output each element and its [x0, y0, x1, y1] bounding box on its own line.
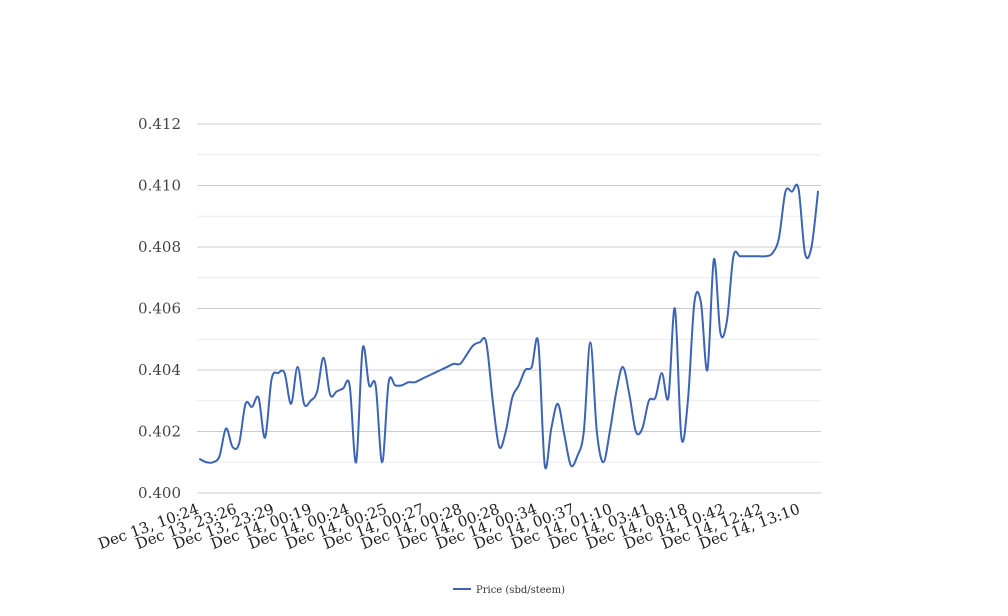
y-axis-tick-labels: 0.400 0.402 0.404 0.406 0.408 0.410 0.412 [138, 115, 181, 502]
y-tick-label: 0.412 [138, 115, 181, 133]
y-tick-label: 0.402 [138, 423, 181, 441]
legend-label-price: Price (sbd/steem) [476, 585, 565, 596]
y-tick-label: 0.408 [138, 238, 181, 256]
grid-layer [197, 123, 821, 494]
y-tick-label: 0.404 [138, 361, 181, 379]
series-line-price [199, 183, 819, 470]
y-tick-label: 0.410 [138, 177, 181, 195]
y-tick-label: 0.400 [138, 484, 181, 502]
legend: Price (sbd/steem) [453, 585, 565, 596]
y-tick-label: 0.406 [138, 300, 181, 318]
series-layer [199, 183, 819, 470]
